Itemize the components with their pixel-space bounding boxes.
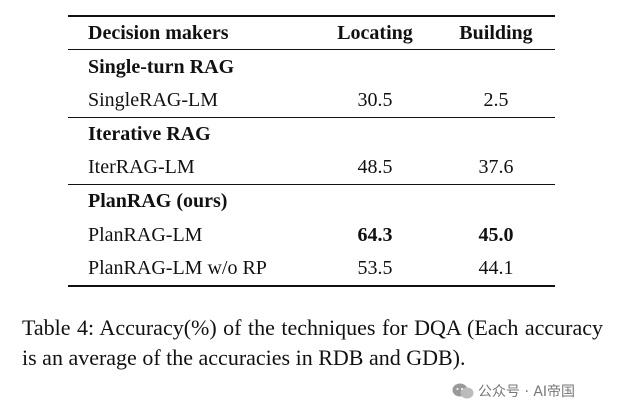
mid-rule <box>68 117 555 118</box>
watermark: 公众号 · AI帝国 <box>452 381 575 401</box>
cell: 48.5 <box>357 156 393 178</box>
mid-rule <box>68 184 555 185</box>
cell: SingleRAG-LM <box>88 89 218 111</box>
watermark-text: 公众号 · AI帝国 <box>478 384 576 400</box>
cell: 37.6 <box>478 156 514 178</box>
mid-rule <box>68 49 555 50</box>
header-cell: Locating <box>337 22 413 44</box>
cell: 53.5 <box>357 257 393 279</box>
header-cell: Building <box>459 22 533 44</box>
cell: 44.1 <box>478 257 514 279</box>
group-label: PlanRAG (ours) <box>88 190 228 212</box>
cell: 2.5 <box>483 89 509 111</box>
watermark-icon <box>452 383 474 399</box>
cell: 30.5 <box>357 89 393 111</box>
caption: Table 4: Accuracy(%) of the techniques f… <box>22 315 603 370</box>
cell: PlanRAG-LM <box>88 224 203 246</box>
top-rule <box>68 15 555 17</box>
group-label: Single-turn RAG <box>88 56 235 78</box>
cell: PlanRAG-LM w/o RP <box>88 257 267 279</box>
cell: 45.0 <box>478 224 514 246</box>
cell: IterRAG-LM <box>88 156 195 178</box>
group-label: Iterative RAG <box>88 123 211 145</box>
bottom-rule <box>68 285 555 287</box>
cell: 64.3 <box>357 224 393 246</box>
header-cell: Decision makers <box>88 22 229 44</box>
